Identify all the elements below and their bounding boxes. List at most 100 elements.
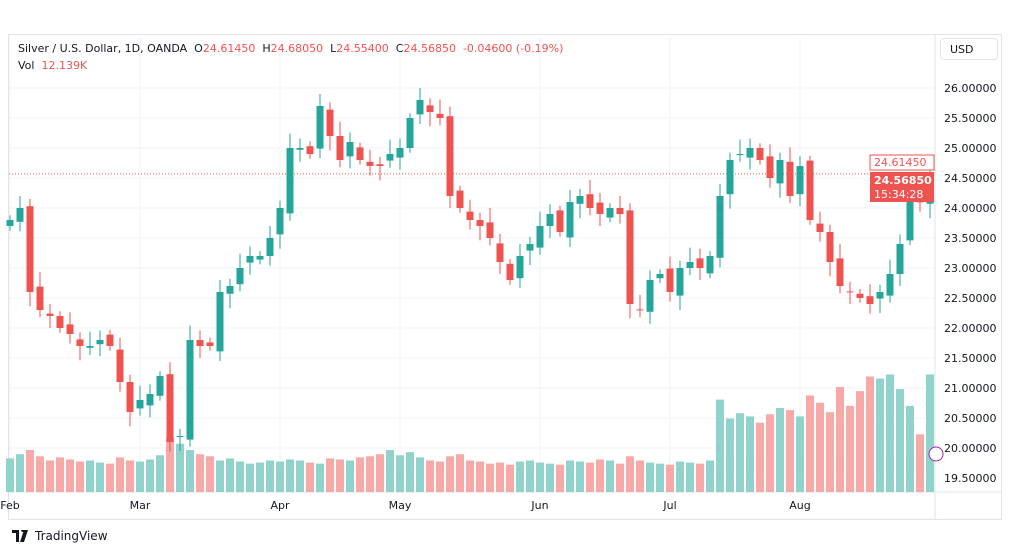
candle	[796, 156, 804, 207]
candle-body	[266, 238, 274, 256]
volume-label: Vol	[18, 59, 35, 72]
candle	[886, 259, 894, 303]
volume-bar	[726, 418, 734, 492]
volume-bar	[916, 434, 924, 492]
candle-body	[146, 394, 154, 406]
volume-bar	[466, 460, 474, 492]
volume-bar	[226, 458, 234, 492]
candle-body	[216, 292, 224, 352]
volume-bar	[566, 460, 574, 492]
volume-bar	[636, 460, 644, 492]
candle	[596, 193, 604, 226]
candle-body	[396, 148, 404, 158]
candle-body	[606, 208, 614, 218]
candle-body	[96, 340, 104, 345]
candle	[806, 155, 814, 225]
candle-body	[326, 109, 334, 136]
volume-bar	[216, 460, 224, 492]
tradingview-logo[interactable]: TradingView	[12, 529, 108, 543]
y-tick-label: 20.00000	[944, 442, 997, 455]
legend: Silver / U.S. Dollar, 1D, OANDA O24.6145…	[18, 40, 563, 74]
candle-body	[126, 382, 134, 412]
volume-bar	[106, 463, 114, 492]
candle-body	[76, 339, 84, 346]
x-tick-label: Feb	[0, 499, 19, 512]
candle	[456, 185, 464, 213]
y-tick-label: 21.00000	[944, 382, 997, 395]
volume-bar	[376, 454, 384, 492]
candle	[86, 331, 94, 355]
countdown-text: 15:34:28	[874, 188, 923, 201]
candle-body	[706, 256, 714, 274]
volume-bar	[346, 460, 354, 492]
candle-body	[306, 146, 314, 154]
candle-body	[856, 293, 864, 298]
volume-bar	[746, 416, 754, 492]
candle	[146, 384, 154, 418]
candle-body	[256, 256, 264, 260]
candle	[336, 121, 344, 168]
low-label: L	[330, 42, 337, 55]
volume-bar	[606, 460, 614, 492]
candle-body	[246, 256, 254, 263]
currency-button[interactable]: USD	[940, 38, 998, 60]
dividend-marker-icon	[928, 446, 944, 462]
chart-frame	[8, 34, 1002, 520]
candle	[396, 138, 404, 170]
candle	[486, 208, 494, 246]
volume-bar	[116, 457, 124, 492]
candle-body	[666, 268, 674, 292]
volume-bar	[796, 416, 804, 492]
candle-body	[776, 160, 784, 184]
candle-body	[656, 274, 664, 279]
volume-bar	[46, 460, 54, 492]
candle	[266, 226, 274, 266]
candle	[16, 196, 24, 232]
volume-bar	[366, 456, 374, 492]
y-tick-label: 25.00000	[944, 142, 997, 155]
volume-bar	[166, 437, 174, 492]
candle-body	[786, 161, 794, 196]
open-price-tag	[869, 154, 935, 171]
volume-bar	[686, 462, 694, 492]
volume-bar	[816, 402, 824, 492]
candle	[636, 295, 644, 318]
y-tick-label: 21.50000	[944, 352, 997, 365]
candle	[326, 102, 334, 151]
y-tick-label: 19.50000	[944, 472, 997, 485]
candle-body	[846, 291, 854, 293]
volume-bar	[36, 456, 44, 492]
volume-value: 12.139K	[41, 59, 88, 72]
candle	[306, 141, 314, 159]
volume-bar	[136, 461, 144, 492]
volume-bar	[476, 461, 484, 492]
candle	[156, 371, 164, 401]
candle-body	[486, 222, 494, 238]
candle	[776, 152, 784, 198]
candle-body	[876, 292, 884, 299]
candle	[346, 132, 354, 169]
candle-body	[446, 116, 454, 196]
volume-bar	[626, 456, 634, 492]
candle-body	[506, 263, 514, 280]
close-value: 24.56850	[403, 42, 456, 55]
symbol-title[interactable]: Silver / U.S. Dollar, 1D, OANDA	[18, 42, 188, 55]
candle-body	[46, 313, 54, 316]
candle	[866, 284, 874, 314]
candle-body	[276, 208, 284, 235]
last-price-tag-text: 24.56850	[874, 174, 932, 187]
volume-bar	[426, 460, 434, 492]
candle	[846, 281, 854, 304]
candle-body	[166, 374, 174, 442]
volume-bar	[276, 461, 284, 492]
volume-bar	[286, 459, 294, 492]
candle	[46, 304, 54, 328]
volume-bar	[706, 460, 714, 492]
volume-bar	[176, 443, 184, 492]
candle	[726, 152, 734, 209]
candle-body	[646, 280, 654, 312]
volume-bar	[716, 399, 724, 492]
candle-body	[466, 211, 474, 220]
